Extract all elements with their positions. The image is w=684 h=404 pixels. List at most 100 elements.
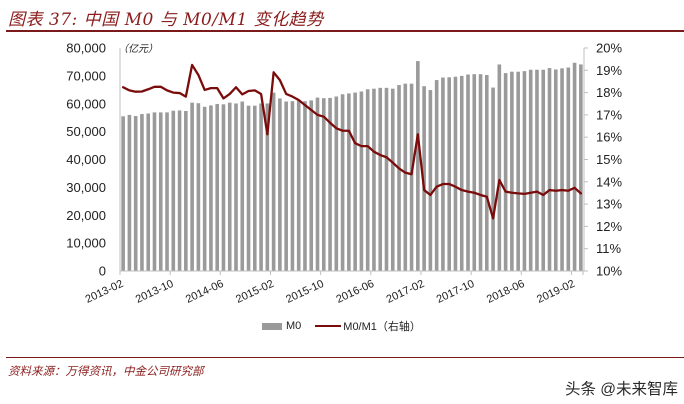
left-axis-label: 50,000 (66, 124, 106, 139)
bar-m0 (340, 94, 345, 272)
bar-m0 (121, 116, 125, 271)
right-axis-label: 15% (596, 152, 622, 167)
watermark: 头条 @未来智库 (564, 381, 678, 398)
left-axis-label: 10,000 (66, 236, 106, 251)
bar-m0 (303, 101, 307, 272)
line-swatch-icon (315, 325, 342, 327)
bar-m0 (503, 73, 508, 271)
bar-m0 (522, 71, 527, 271)
bar-m0 (290, 101, 295, 272)
bar-m0 (177, 110, 182, 271)
bar-m0 (510, 71, 514, 271)
right-axis-label: 20% (596, 41, 622, 56)
right-axis-labels: 10% 11% 12% 13% 14% 15% 16% 17% 18% 19% 20% (596, 41, 622, 279)
right-axis-label: 19% (596, 63, 622, 78)
bar-m0 (321, 98, 326, 271)
bar-m0 (328, 97, 332, 272)
bar-m0 (246, 105, 251, 271)
bar-m0 (397, 85, 401, 271)
bar-m0 (227, 102, 232, 271)
x-axis-label: 2019-02 (535, 278, 577, 306)
bar-m0 (171, 110, 176, 271)
left-axis-labels: 0 10,000 20,000 30,000 40,000 50,000 60,000 70,… (66, 41, 106, 279)
x-axis-label: 2013-10 (134, 278, 176, 306)
bar-m0 (422, 86, 426, 271)
source-note: 资料来源：万得资讯，中金公司研究部 (8, 364, 204, 378)
left-axis-label: 0 (99, 264, 106, 279)
bar-swatch-icon (262, 322, 282, 330)
legend-label-m0-m1: M0/M1（右轴） (343, 321, 421, 333)
bar-m0 (547, 68, 552, 271)
bar-m0 (278, 98, 282, 271)
bar-m0 (265, 103, 270, 271)
bar-m0 (296, 100, 301, 271)
left-axis-label: 80,000 (66, 41, 106, 56)
bar-m0 (190, 102, 194, 271)
right-axis-label: 16% (596, 130, 622, 145)
bar-m0 (133, 116, 138, 272)
bar-m0 (553, 69, 558, 272)
bar-m0 (202, 106, 207, 271)
bar-m0 (234, 103, 238, 271)
x-axis-label: 2016-06 (334, 278, 376, 306)
bar-m0 (378, 87, 383, 271)
bar-m0 (221, 104, 226, 271)
bar-m0 (434, 80, 439, 271)
bar-m0 (240, 101, 245, 272)
title-divider (6, 30, 684, 32)
bar-m0 (541, 69, 546, 272)
x-axis-label: 2014-06 (184, 278, 226, 306)
bar-m0 (466, 74, 470, 271)
bar-m0 (152, 112, 157, 271)
bar-m0 (215, 104, 219, 271)
bar-m0 (158, 112, 163, 271)
bar-m0 (309, 100, 314, 271)
bar-m0 (209, 105, 213, 271)
bar-m0 (497, 64, 502, 271)
bar-m0 (478, 74, 483, 271)
bar-m0 (146, 113, 151, 271)
right-axis-label: 10% (596, 264, 622, 279)
bar-m0 (127, 114, 132, 272)
bar-m0 (334, 96, 339, 271)
bar-m0 (196, 103, 201, 271)
x-axis-labels: 2013-02 2013-10 2014-06 2015-02 2015-10 2016-… (84, 278, 577, 306)
right-axis-label: 14% (596, 174, 622, 189)
unit-label: （亿元） (118, 43, 158, 55)
bar-m0 (271, 92, 276, 271)
bar-m0 (165, 112, 169, 271)
bar-m0 (491, 87, 495, 271)
bar-m0 (259, 103, 263, 271)
bar-m0 (453, 76, 458, 272)
bar-m0 (365, 89, 370, 271)
bar-m0 (384, 87, 389, 271)
x-axis-label: 2018-06 (485, 278, 527, 306)
legend-label-m0: M0 (286, 320, 302, 332)
bar-m0 (459, 75, 464, 272)
left-axis-label: 40,000 (66, 152, 106, 167)
x-axis-label: 2017-10 (435, 278, 477, 306)
left-axis-label: 60,000 (66, 96, 106, 111)
bar-m0 (315, 97, 320, 272)
bar-m0 (372, 88, 376, 271)
bar-m0 (485, 75, 489, 271)
bar-m0 (253, 105, 257, 271)
right-axis-label: 13% (596, 197, 622, 212)
left-axis-label: 30,000 (66, 180, 106, 195)
left-axis-label: 20,000 (66, 208, 106, 223)
bar-m0 (528, 69, 533, 272)
bar-m0 (566, 67, 571, 271)
x-axis-label: 2017-02 (385, 278, 427, 306)
bar-m0 (390, 88, 395, 271)
legend: M0 M0/M1（右轴） (262, 318, 421, 334)
figure-title: 图表 37: 中国 M0 与 M0/M1 变化趋势 (8, 10, 324, 30)
right-axis-label: 17% (596, 107, 622, 122)
bar-m0 (579, 64, 583, 271)
x-axis-label: 2013-02 (84, 278, 126, 306)
bar-m0 (184, 111, 188, 271)
line-m0-m1 (121, 63, 583, 220)
bar-m0 (472, 74, 477, 271)
axes-group (119, 47, 588, 275)
bar-m0 (416, 61, 420, 271)
